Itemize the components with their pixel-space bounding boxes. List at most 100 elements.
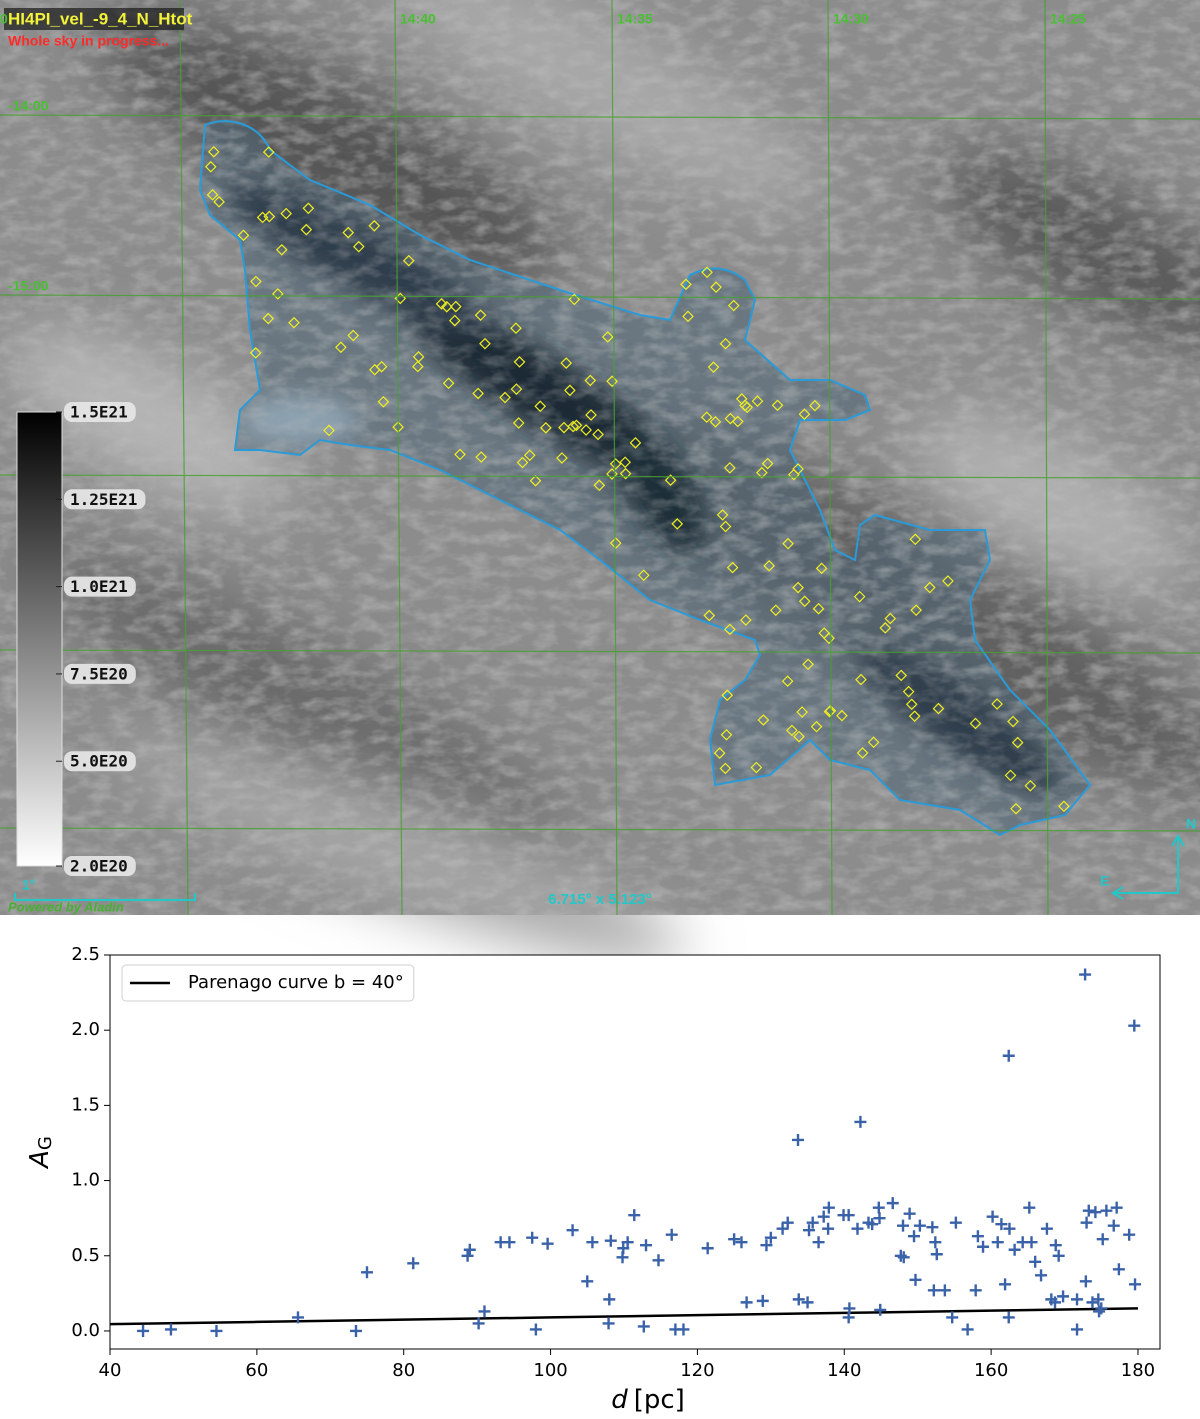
star-marker bbox=[909, 533, 922, 546]
colorbar-label: 1.0E21 bbox=[70, 577, 128, 596]
star-marker bbox=[256, 211, 269, 224]
scatter-point bbox=[1128, 1019, 1141, 1032]
y-tick-label: 1.5 bbox=[71, 1094, 100, 1115]
scatter-point bbox=[1092, 1293, 1105, 1306]
scatter-point bbox=[1080, 1216, 1093, 1229]
star-marker bbox=[740, 614, 752, 626]
x-tick-label: 120 bbox=[680, 1360, 714, 1381]
scatter-point bbox=[946, 1311, 959, 1324]
star-marker bbox=[739, 399, 751, 412]
scatter-point bbox=[628, 1209, 641, 1222]
scatter-point bbox=[740, 1296, 753, 1309]
scatter-point bbox=[817, 1210, 830, 1223]
star-marker bbox=[727, 299, 740, 312]
scatter-point bbox=[1023, 1201, 1036, 1214]
ra-label: 14:40 bbox=[400, 11, 436, 27]
scatter-point bbox=[1002, 1049, 1015, 1062]
scatter-point bbox=[701, 1242, 714, 1255]
star-marker bbox=[1004, 769, 1017, 782]
title-backdrop bbox=[4, 8, 184, 30]
star-marker bbox=[701, 266, 713, 279]
scatter-point bbox=[764, 1231, 777, 1244]
scatter-point bbox=[909, 1273, 922, 1286]
scatter-point bbox=[621, 1236, 634, 1249]
star-marker bbox=[707, 361, 720, 374]
star-marker bbox=[761, 457, 774, 470]
colorbar bbox=[16, 411, 63, 867]
scatter-point bbox=[349, 1324, 362, 1337]
star-marker bbox=[206, 188, 219, 201]
scatter-point bbox=[760, 1239, 773, 1252]
star-marker bbox=[271, 288, 284, 300]
scatter-point bbox=[908, 1230, 921, 1243]
star-marker bbox=[368, 219, 381, 232]
star-marker bbox=[534, 400, 547, 413]
scatter-point bbox=[961, 1323, 974, 1336]
scatter-point bbox=[897, 1251, 910, 1264]
star-marker bbox=[724, 412, 737, 425]
x-tick-label: 80 bbox=[392, 1360, 415, 1381]
star-marker bbox=[606, 468, 618, 480]
colorbar-label-box bbox=[64, 856, 136, 876]
scatter-point bbox=[1095, 1302, 1108, 1315]
star-marker bbox=[619, 467, 632, 480]
ra-label: 14:25 bbox=[1050, 11, 1086, 27]
scatter-point bbox=[792, 1133, 805, 1146]
compass-east: E bbox=[1100, 873, 1109, 889]
colorbar-ticks: 1.5E21 1.25E21 1.0E21 7.5E20 5.0E20 2.0E20 bbox=[56, 402, 146, 876]
scatter-point bbox=[803, 1224, 816, 1237]
star-marker bbox=[836, 709, 848, 722]
coordinate-grid bbox=[0, 0, 1200, 916]
scatter-point bbox=[1025, 1236, 1038, 1249]
scatter-point bbox=[792, 1293, 805, 1306]
star-marker bbox=[448, 314, 461, 327]
star-marker bbox=[510, 383, 523, 395]
star-marker bbox=[923, 581, 936, 594]
star-marker bbox=[280, 207, 293, 220]
star-marker bbox=[823, 632, 835, 645]
scale-bar bbox=[14, 893, 196, 901]
scatter-point bbox=[1079, 968, 1092, 981]
scatter-point bbox=[1003, 1222, 1016, 1235]
star-marker bbox=[719, 762, 732, 775]
star-marker bbox=[798, 595, 811, 608]
scatter-point bbox=[640, 1239, 653, 1252]
star-marker bbox=[782, 537, 794, 550]
compass-north: N bbox=[1186, 816, 1196, 832]
scatter-point bbox=[407, 1257, 420, 1270]
star-marker bbox=[558, 421, 570, 434]
colorbar-label: 5.0E20 bbox=[70, 752, 128, 771]
star-marker bbox=[510, 322, 522, 335]
star-marker bbox=[629, 437, 642, 449]
plot-frame bbox=[109, 954, 1161, 1350]
scatter-point bbox=[566, 1224, 579, 1237]
scatter-point bbox=[1002, 1311, 1015, 1324]
scatter-point bbox=[1123, 1228, 1136, 1241]
star-marker bbox=[700, 411, 713, 424]
star-marker bbox=[499, 391, 511, 404]
layer-title: HI4PI_vel_-9_4_N_Htot bbox=[8, 9, 193, 28]
star-marker bbox=[601, 331, 614, 343]
colorbar-label-box bbox=[64, 489, 146, 510]
scatter-plot: d [pc] AG 40 60 80 100 120 140 160 180 0.0 0.5 1.0 1… bbox=[25, 944, 1161, 1415]
star-marker bbox=[853, 590, 866, 603]
star-marker bbox=[472, 387, 484, 400]
scatter-point bbox=[872, 1201, 885, 1214]
star-marker bbox=[757, 714, 770, 726]
scatter-point bbox=[637, 1320, 650, 1333]
scatter-point bbox=[926, 1221, 939, 1234]
x-tick-label: 180 bbox=[1121, 1360, 1155, 1381]
star-marker bbox=[513, 356, 526, 368]
scatter-point bbox=[938, 1284, 951, 1297]
star-marker bbox=[263, 210, 276, 223]
scatter-point bbox=[1049, 1239, 1062, 1252]
star-marker bbox=[856, 747, 869, 759]
dec-label: -15:00 bbox=[8, 278, 49, 294]
scatter-point bbox=[854, 1115, 867, 1128]
scatter-point bbox=[929, 1236, 942, 1249]
star-marker bbox=[560, 357, 573, 369]
scatter-point bbox=[1112, 1263, 1125, 1276]
scatter-point bbox=[1110, 1201, 1123, 1214]
colorbar-label-box bbox=[64, 402, 136, 422]
